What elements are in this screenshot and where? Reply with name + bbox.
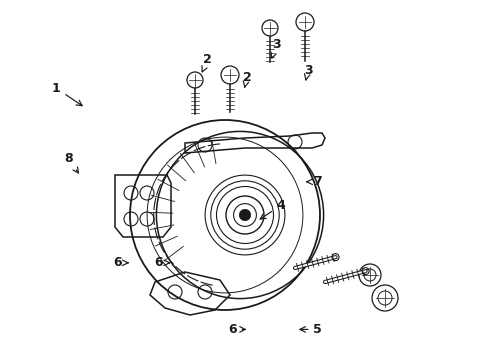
Text: 3: 3	[270, 39, 280, 58]
Circle shape	[239, 209, 250, 221]
Text: 3: 3	[303, 64, 312, 80]
Text: 6: 6	[154, 256, 169, 269]
Text: 2: 2	[202, 53, 212, 72]
Text: 1: 1	[52, 82, 82, 106]
Text: 2: 2	[242, 71, 251, 87]
Text: 4: 4	[260, 199, 285, 219]
Text: 6: 6	[113, 256, 128, 269]
Text: 5: 5	[299, 323, 322, 336]
Text: 7: 7	[306, 175, 322, 188]
Text: 6: 6	[227, 323, 245, 336]
Text: 8: 8	[64, 152, 78, 173]
